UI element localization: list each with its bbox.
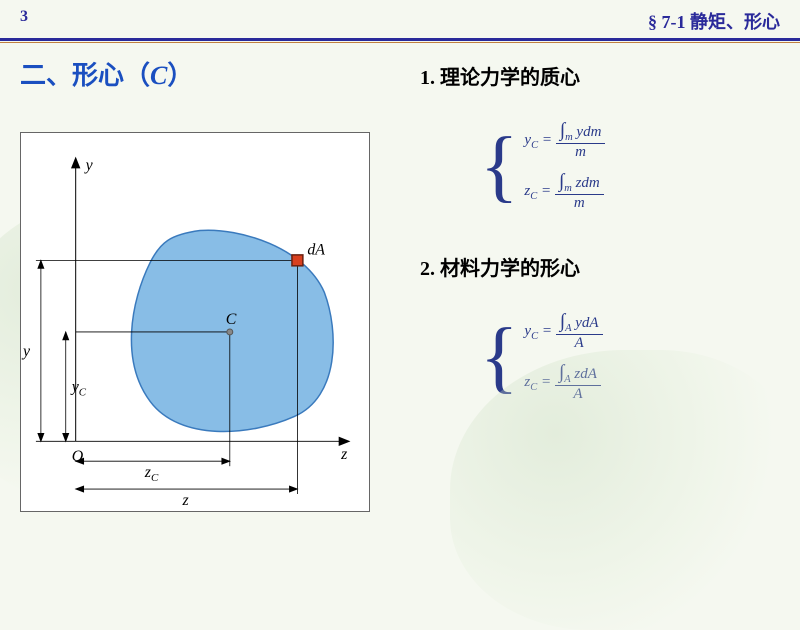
chapter-title: § 7-1 静矩、形心 — [648, 8, 780, 34]
centroid-point — [227, 329, 233, 335]
y-dim-label: y — [21, 343, 31, 360]
zC-dim-label: zC — [144, 464, 159, 484]
centroid-diagram: y z O C dA y z yC zC — [20, 132, 370, 512]
section-title-left: 二、形心（C） — [20, 55, 420, 92]
eq-yC-area: yC = ∫A ydAA — [524, 311, 602, 352]
dA-label: dA — [307, 241, 325, 258]
z-axis-label: z — [340, 446, 347, 463]
eq-yC-mass: yC = ∫m ydmm — [524, 120, 605, 161]
origin-label: O — [72, 448, 84, 465]
section-2-title: 2. 材料力学的形心 — [420, 252, 780, 281]
C-label: C — [226, 311, 237, 328]
z-dim-label: z — [182, 492, 189, 509]
y-axis-label: y — [84, 157, 94, 174]
yC-dim-label: yC — [70, 379, 87, 399]
dA-element — [292, 255, 303, 266]
slide-header: 3 § 7-1 静矩、形心 — [0, 0, 800, 41]
eq-zC-mass: zC = ∫m zdmm — [524, 171, 605, 212]
section-1-title: 1. 理论力学的质心 — [420, 61, 780, 90]
formula-block-1: { yC = ∫m ydmm zC = ∫m zdmm — [480, 110, 780, 222]
page-number: 3 — [20, 8, 28, 34]
